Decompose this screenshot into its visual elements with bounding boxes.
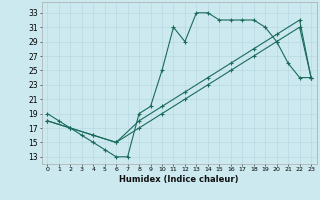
X-axis label: Humidex (Indice chaleur): Humidex (Indice chaleur)	[119, 175, 239, 184]
